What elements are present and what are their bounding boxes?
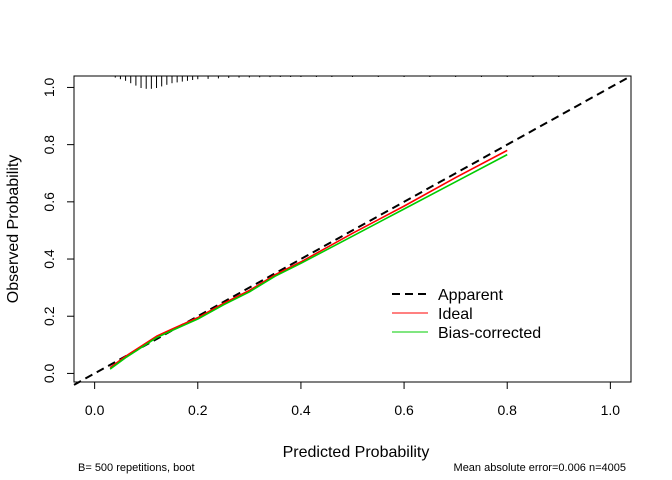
legend: Apparent Ideal Bias-corrected — [392, 287, 541, 342]
x-tick-label: 0.8 — [497, 402, 517, 418]
y-tick-label: 0.2 — [41, 306, 57, 326]
x-tick-label: 0.2 — [188, 402, 208, 418]
y-tick-label: 0.4 — [41, 249, 57, 269]
x-tick-label: 0.0 — [85, 402, 105, 418]
series-lines — [73, 75, 632, 386]
x-axis-label: Predicted Probability — [283, 444, 430, 461]
y-tick-label: 0.6 — [41, 192, 57, 212]
footnote-repetitions: B= 500 repetitions, boot — [78, 462, 195, 474]
series-ideal-line — [109, 149, 508, 369]
x-axis: 0.0 0.2 0.4 0.6 0.8 1.0 — [85, 382, 620, 418]
x-tick-label: 1.0 — [601, 402, 621, 418]
legend-label-apparent: Apparent — [438, 287, 503, 304]
legend-label-bias-corrected: Bias-corrected — [438, 325, 541, 342]
series-bias-corrected-line — [109, 153, 508, 370]
y-axis: 0.0 0.2 0.4 0.6 0.8 1.0 — [41, 77, 74, 383]
y-tick-label: 0.8 — [41, 135, 57, 155]
x-tick-label: 0.4 — [291, 402, 311, 418]
y-axis-label: Observed Probability — [5, 155, 22, 304]
series-apparent-line — [73, 75, 632, 386]
footnote-error: Mean absolute error=0.006 n=4005 — [454, 462, 626, 474]
y-tick-label: 1.0 — [41, 77, 57, 97]
x-tick-label: 0.6 — [394, 402, 414, 418]
y-tick-label: 0.0 — [41, 363, 57, 383]
legend-label-ideal: Ideal — [438, 306, 473, 323]
rug-ticks — [114, 76, 560, 89]
